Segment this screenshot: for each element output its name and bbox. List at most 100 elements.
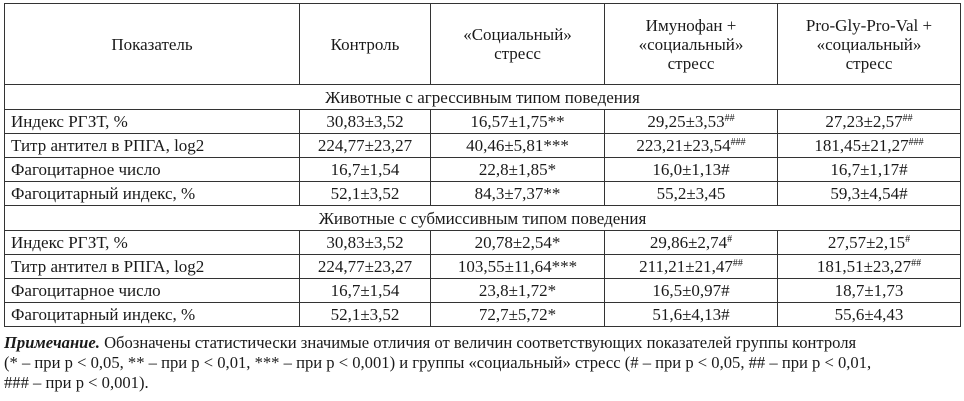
cell-value: 29,25±3,53 (647, 112, 725, 131)
value-cell: 181,45±21,27### (777, 133, 961, 158)
header-text: Показатель (111, 34, 193, 54)
cell-value: 59,3±4,54# (830, 184, 908, 203)
table-row: Фагоцитарный индекс, % 52,1±3,52 84,3±7,37… (4, 181, 961, 206)
table-body: Животные с агрессивным типом поведения Ин… (4, 84, 961, 327)
cell-value: 224,77±23,27 (317, 257, 413, 276)
value-cell: 16,5±0,97# (604, 278, 778, 303)
header-text: Имунофан + (645, 15, 737, 35)
value-cell: 55,2±3,45 (604, 181, 778, 206)
cell-value: 103,55±11,64*** (457, 257, 578, 276)
cell-value: 51,6±4,13# (652, 305, 730, 324)
cell-value: 20,78±2,54* (474, 233, 561, 252)
value-cell: 211,21±21,47## (604, 254, 778, 279)
cell-value: 223,21±23,54 (636, 136, 731, 155)
value-cell: 84,3±7,37** (430, 181, 605, 206)
row-label: Фагоцитарный индекс, % (4, 302, 300, 327)
cell-value: 16,7±1,54 (330, 281, 400, 300)
value-cell: 18,7±1,73 (777, 278, 961, 303)
cell-value: 18,7±1,73 (834, 281, 904, 300)
cell-value: 27,57±2,15 (827, 233, 906, 252)
cell-value: 84,3±7,37** (474, 184, 561, 203)
header-text: стресс (845, 53, 893, 73)
header-row: Показатель Контроль «Социальный» стресс Имун… (4, 3, 961, 85)
cell-value: 52,1±3,52 (330, 305, 400, 324)
row-label: Фагоцитарный индекс, % (4, 181, 300, 206)
cell-value: 55,6±4,43 (834, 305, 904, 324)
table-row: Фагоцитарное число 16,7±1,54 23,8±1,72* 16,… (4, 278, 961, 303)
value-cell: 16,7±1,54 (299, 157, 431, 182)
significance-mark: ## (911, 258, 922, 269)
cell-value: 211,21±21,47 (639, 257, 733, 276)
value-cell: 29,86±2,74# (604, 230, 778, 255)
cell-value: 23,8±1,72* (478, 281, 557, 300)
value-cell: 181,51±23,27## (777, 254, 961, 279)
header-cell: Показатель (4, 3, 300, 85)
row-label: Титр антител в РПГА, log2 (4, 254, 300, 279)
row-label: Индекс РГЗТ, % (4, 230, 300, 255)
table-row: Фагоцитарное число 16,7±1,54 22,8±1,85* 16,… (4, 157, 961, 182)
value-cell: 30,83±3,52 (299, 109, 431, 134)
value-cell: 103,55±11,64*** (430, 254, 605, 279)
value-cell: 30,83±3,52 (299, 230, 431, 255)
value-cell: 16,7±1,54 (299, 278, 431, 303)
header-cell: Контроль (299, 3, 431, 85)
cell-value: 29,86±2,74 (649, 233, 728, 252)
value-cell: 59,3±4,54# (777, 181, 961, 206)
cell-value: 16,7±1,17# (830, 160, 908, 179)
significance-mark: ## (902, 113, 913, 124)
value-cell: 20,78±2,54* (430, 230, 605, 255)
value-cell: 52,1±3,52 (299, 181, 431, 206)
group-title: Животные с субмиссивным типом поведения (4, 205, 961, 231)
note-line-1: Обозначены статистически значимые отличи… (99, 333, 857, 352)
cell-value: 27,23±2,57 (825, 112, 903, 131)
header-cell: Имунофан + «социальный» стресс (604, 3, 778, 85)
significance-mark: ### (908, 137, 924, 148)
header-text: «Социальный» (463, 25, 572, 44)
cell-value: 16,57±1,75** (470, 112, 565, 131)
header-text: стресс (494, 44, 541, 63)
header-text: «социальный» (638, 34, 744, 54)
header-text: стресс (667, 53, 715, 73)
cell-value: 40,46±5,81*** (466, 136, 569, 155)
table-row: Титр антител в РПГА, log2 224,77±23,27 103… (4, 254, 961, 279)
value-cell: 40,46±5,81*** (430, 133, 605, 158)
table-row: Индекс РГЗТ, % 30,83±3,52 16,57±1,75** 29,2… (4, 109, 961, 134)
cell-value: 30,83±3,52 (326, 112, 404, 131)
value-cell: 27,57±2,15# (777, 230, 961, 255)
value-cell: 16,7±1,17# (777, 157, 961, 182)
cell-value: 22,8±1,85* (478, 160, 557, 179)
value-cell: 16,0±1,13# (604, 157, 778, 182)
header-cell: Pro-Gly-Pro-Val + «социальный» стресс (777, 3, 961, 85)
header-cell: «Социальный» стресс (430, 3, 605, 85)
cell-value: 30,83±3,52 (326, 233, 404, 252)
group-row: Животные с субмиссивным типом поведения (4, 205, 961, 231)
header-text: Контроль (330, 34, 400, 54)
note-label: Примечание. (4, 333, 100, 352)
significance-mark: # (727, 234, 733, 245)
value-cell: 72,7±5,72* (430, 302, 605, 327)
table-note: Примечание. Обозначены статистически зна… (4, 333, 962, 393)
cell-value: 16,0±1,13# (652, 160, 730, 179)
significance-mark: ### (730, 137, 746, 148)
significance-mark: ## (732, 258, 743, 269)
value-cell: 16,57±1,75** (430, 109, 605, 134)
cell-value: 16,5±0,97# (652, 281, 730, 300)
table-row: Титр антител в РПГА, log2 224,77±23,27 40,… (4, 133, 961, 158)
group-row: Животные с агрессивным типом поведения (4, 84, 961, 110)
note-line-2: (* – при p < 0,05, ** – при p < 0,01, **… (4, 353, 872, 372)
value-cell: 23,8±1,72* (430, 278, 605, 303)
value-cell: 224,77±23,27 (299, 133, 431, 158)
value-cell: 27,23±2,57## (777, 109, 961, 134)
group-title: Животные с агрессивным типом поведения (4, 84, 961, 110)
table-row: Индекс РГЗТ, % 30,83±3,52 20,78±2,54* 29,86… (4, 230, 961, 255)
value-cell: 22,8±1,85* (430, 157, 605, 182)
cell-value: 16,7±1,54 (330, 160, 400, 179)
significance-mark: ## (724, 113, 735, 124)
value-cell: 29,25±3,53## (604, 109, 778, 134)
value-cell: 55,6±4,43 (777, 302, 961, 327)
note-line-3: ### – при p < 0,001). (4, 373, 149, 392)
row-label: Титр антител в РПГА, log2 (4, 133, 300, 158)
cell-value: 181,45±21,27 (814, 136, 909, 155)
cell-value: 224,77±23,27 (317, 136, 413, 155)
